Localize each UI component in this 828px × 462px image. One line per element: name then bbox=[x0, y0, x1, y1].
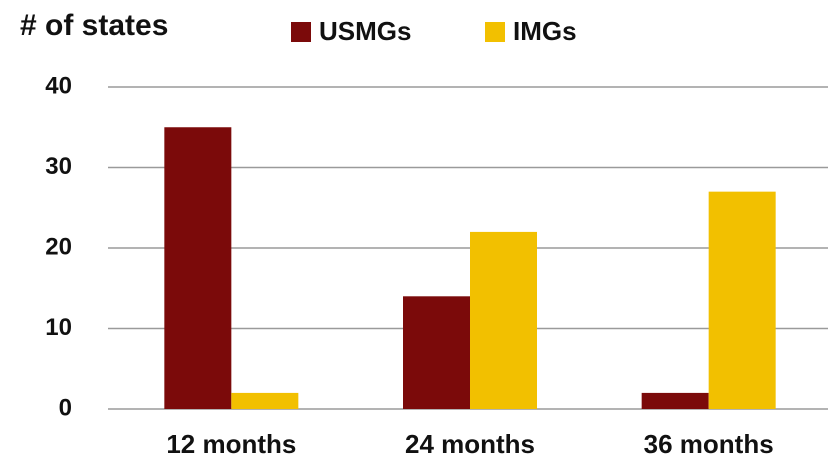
legend-label: IMGs bbox=[513, 16, 577, 46]
bar bbox=[403, 296, 470, 409]
x-tick-label: 36 months bbox=[644, 429, 774, 459]
y-axis-label: # of states bbox=[20, 9, 168, 42]
bar bbox=[641, 392, 709, 409]
y-tick-label: 40 bbox=[45, 72, 72, 99]
legend-swatch bbox=[291, 22, 311, 42]
legend-swatch bbox=[485, 22, 505, 42]
legend-label: USMGs bbox=[319, 16, 411, 46]
y-tick-label: 30 bbox=[45, 153, 72, 180]
bar bbox=[164, 127, 232, 409]
y-tick-label: 10 bbox=[45, 314, 72, 341]
x-tick-label: 12 months bbox=[166, 429, 296, 459]
bar bbox=[708, 191, 776, 409]
bar bbox=[470, 231, 537, 409]
bar bbox=[231, 392, 299, 409]
y-tick-label: 0 bbox=[59, 394, 72, 421]
x-tick-label: 24 months bbox=[405, 429, 535, 459]
y-tick-label: 20 bbox=[45, 233, 72, 260]
